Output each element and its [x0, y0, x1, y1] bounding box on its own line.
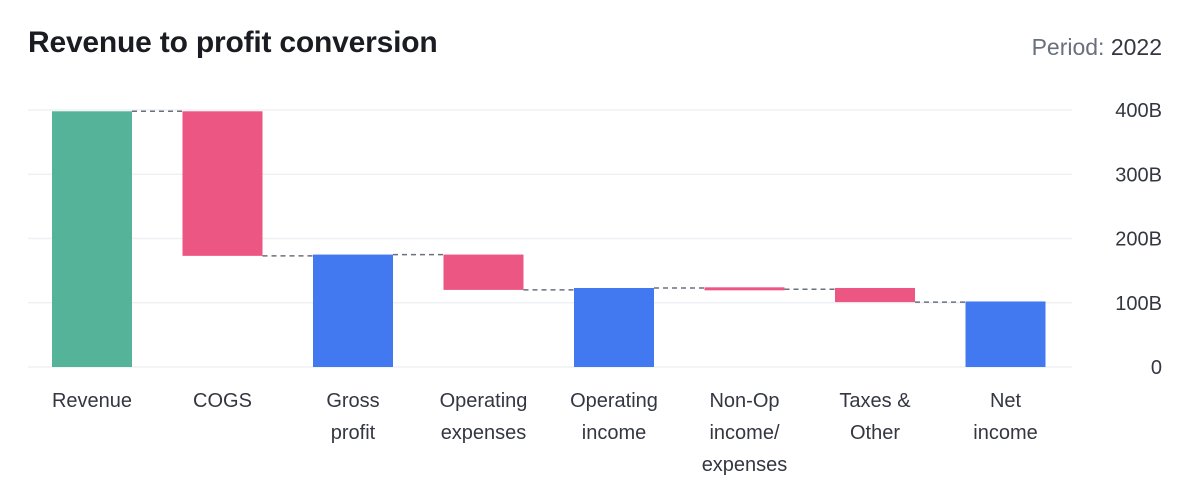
- y-tick-label: 100B: [1115, 293, 1162, 315]
- bar-operating-income[interactable]: [574, 287, 654, 367]
- x-category-label: COGS: [193, 390, 252, 412]
- y-tick-label: 300B: [1115, 164, 1162, 186]
- x-category-label: Operating expenses: [440, 390, 528, 444]
- y-tick-label: 200B: [1115, 229, 1162, 251]
- period-indicator: Period: 2022: [1032, 34, 1162, 61]
- x-category-label: Taxes & Other: [839, 390, 911, 444]
- period-value: 2022: [1110, 34, 1162, 60]
- bar-revenue[interactable]: [52, 111, 132, 367]
- bar-cogs[interactable]: [182, 111, 263, 256]
- bar-non-op-income-expenses[interactable]: [704, 287, 785, 291]
- bar-layer: [52, 111, 1046, 367]
- y-tick-label: 0: [1151, 357, 1162, 379]
- x-category-label: Net income: [973, 390, 1037, 444]
- bar-taxes-other[interactable]: [835, 287, 915, 303]
- x-axis: Revenue COGS Gross profit Operating expenses O…: [52, 390, 1038, 476]
- x-category-label: Operating income: [570, 390, 658, 444]
- y-axis: 0 100B 200B 300B 400B: [1115, 100, 1162, 379]
- x-category-label: Non-Op income/expenses: [702, 390, 788, 476]
- y-tick-label: 400B: [1115, 100, 1162, 122]
- x-category-label: Gross profit: [326, 390, 379, 444]
- chart-title: Revenue to profit conversion: [28, 26, 438, 59]
- bar-operating-expenses[interactable]: [443, 254, 524, 290]
- period-label: Period:: [1031, 34, 1105, 60]
- bar-gross-profit[interactable]: [313, 254, 393, 367]
- bar-net-income[interactable]: [965, 301, 1046, 367]
- x-category-label: Revenue: [52, 390, 132, 412]
